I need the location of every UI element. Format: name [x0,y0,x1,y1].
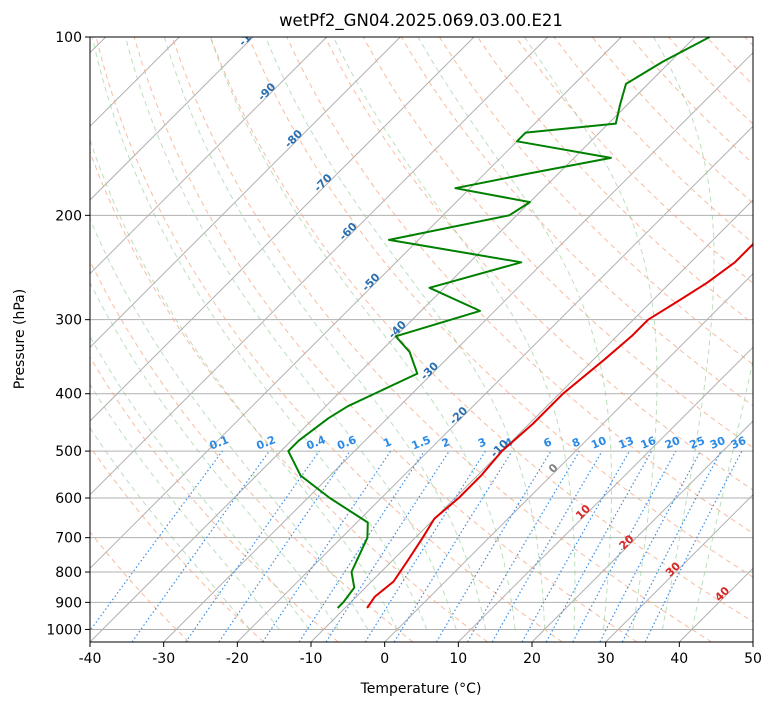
x-axis-label: Temperature (°C) [360,681,482,697]
dry-adiabat [90,445,264,642]
isotherm-line [457,346,753,642]
y-axis-label: Pressure (hPa) [12,289,28,389]
plot-border [89,36,754,643]
y-tick-label: 500 [55,444,82,460]
plot-frame [89,36,754,643]
mixing-ratio-label: 2 [440,435,452,450]
mixing-ratio-line [572,450,677,642]
mixing-ratio-line [545,450,653,642]
moist-adiabat [90,427,251,630]
mixing-ratio-label: 20 [663,434,682,452]
x-tick-label: -20 [226,651,249,667]
x-tick-label: -30 [152,651,175,667]
dry-adiabat [210,37,753,623]
dry-adiabat [95,37,563,642]
isotherm-line [384,272,753,642]
y-tick-label: 300 [55,313,82,329]
moist-adiabat [653,37,715,630]
dry-adiabat-label: -100 [236,20,265,49]
moist-adiabat [209,37,516,630]
mixing-ratio-line [393,450,513,642]
dry-adiabat [90,259,414,642]
isotherm-line [90,37,475,422]
y-tick-label: 1000 [46,622,82,638]
isotherm-line [90,37,696,642]
y-tick-label: 700 [55,531,82,547]
mixing-ratio-line [131,450,270,642]
isotherm-line [236,125,753,642]
moist-adiabat [163,37,487,630]
isotherm-line [531,420,753,642]
chart-title: wetPf2_GN04.2025.069.03.00.E21 [279,11,563,31]
mixing-ratio-line [90,450,223,632]
mixing-ratio-line [325,450,450,642]
mixing-ratio-line [218,450,351,642]
moist-adiabat [332,37,576,630]
dry-adiabat [90,150,488,642]
moist-adiabat [90,217,369,630]
dry-adiabat [133,37,638,642]
dry-adiabat [90,531,190,642]
dry-adiabat [171,37,712,642]
moist-adiabat [90,138,398,630]
dry-adiabat [90,356,339,642]
x-tick-label: 10 [449,651,467,667]
dry-adiabat [438,37,753,366]
x-axis: -40 -30 -20 -10 0 10 20 30 40 50 [79,642,762,667]
mixing-ratio-label: 10 [589,434,608,452]
x-tick-label: 40 [670,651,688,667]
x-tick-label: 50 [744,651,762,667]
moist-adiabat [691,358,753,630]
dry-adiabat [515,37,753,284]
y-tick-label: 800 [55,565,82,581]
mixing-ratio-label: 8 [570,435,582,450]
moist-adiabat [125,37,457,630]
y-tick-label: 600 [55,491,82,507]
moist-adiabat [417,37,612,630]
isotherm-line [90,37,549,496]
mixing-ratio-label: 3 [476,435,488,450]
mixing-ratio-line [185,450,320,642]
isotherm-line [605,493,753,642]
moist-adiabat [90,383,280,630]
isotherm-line [90,37,401,349]
isotherm-line [90,37,328,275]
y-tick-label: 900 [55,595,82,611]
mixing-ratio-line [644,450,743,642]
y-tick-label: 400 [55,387,82,403]
mixing-ratio-line [262,450,392,642]
mixing-ratio-line [298,450,425,642]
mixing-ratio-label: 25 [688,434,707,452]
mixing-ratio-label: 16 [639,434,658,452]
mixing-ratio-labels: 0.1 0.2 0.4 0.6 1 1.5 2 3 4 6 8 10 13 16 20 25 30 36 [208,433,749,452]
isotherm-line [90,37,254,201]
temperature-profile [366,242,753,609]
mixing-ratio-label: 30 [708,434,727,452]
x-tick-label: 0 [380,651,389,667]
mixing-ratio-label: 13 [617,434,636,452]
mixing-ratio-line [521,450,631,642]
x-tick-label: 30 [597,651,615,667]
moist-adiabat [524,37,658,630]
y-axis: 100 200 300 400 500 600 700 800 900 1000 [46,30,90,638]
isotherm-line [163,51,753,642]
y-tick-label: 100 [55,30,82,46]
moist-adiabat [265,37,546,630]
x-tick-label: -10 [300,651,323,667]
y-tick-label: 200 [55,208,82,224]
dry-adiabat [400,37,753,407]
x-tick-label: -40 [79,651,102,667]
dewpoint-profile [287,37,711,609]
dry-adiabat [248,37,753,578]
moist-adiabat [91,37,428,630]
mixing-ratio-label: 36 [729,434,748,452]
x-tick-label: 20 [523,651,541,667]
mixing-ratio-label: 1 [381,435,393,450]
